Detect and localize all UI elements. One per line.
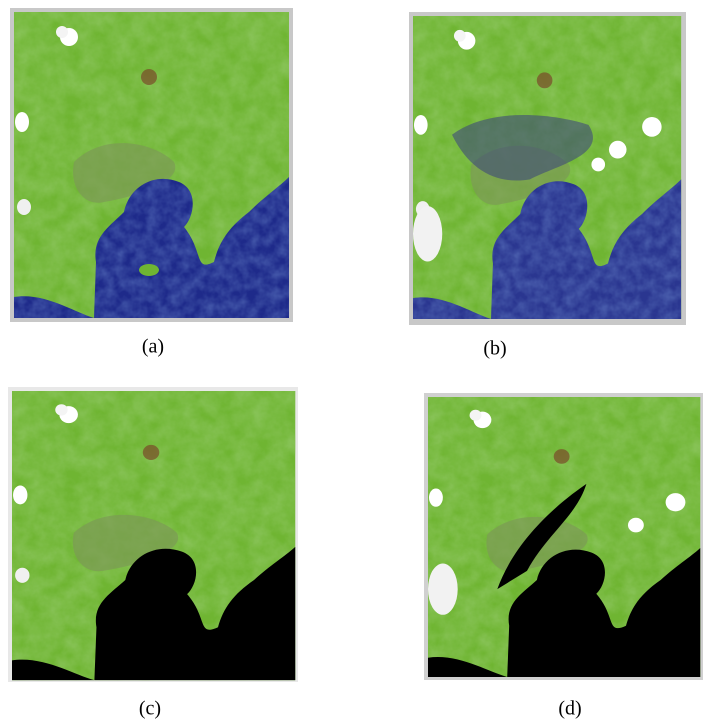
panel-caption: (d) xyxy=(558,698,581,720)
satellite-image xyxy=(12,391,296,681)
panel-d: (d) xyxy=(424,393,703,720)
panel-a: (a) xyxy=(10,8,293,358)
panel-caption: (b) xyxy=(483,338,506,360)
panel-c: (c) xyxy=(8,387,298,720)
satellite-image xyxy=(428,397,701,677)
panel-caption: (c) xyxy=(139,698,161,720)
satellite-image xyxy=(413,16,682,319)
panel-b: (b) xyxy=(409,12,686,360)
satellite-image xyxy=(14,12,289,318)
panel-caption: (a) xyxy=(142,336,164,358)
